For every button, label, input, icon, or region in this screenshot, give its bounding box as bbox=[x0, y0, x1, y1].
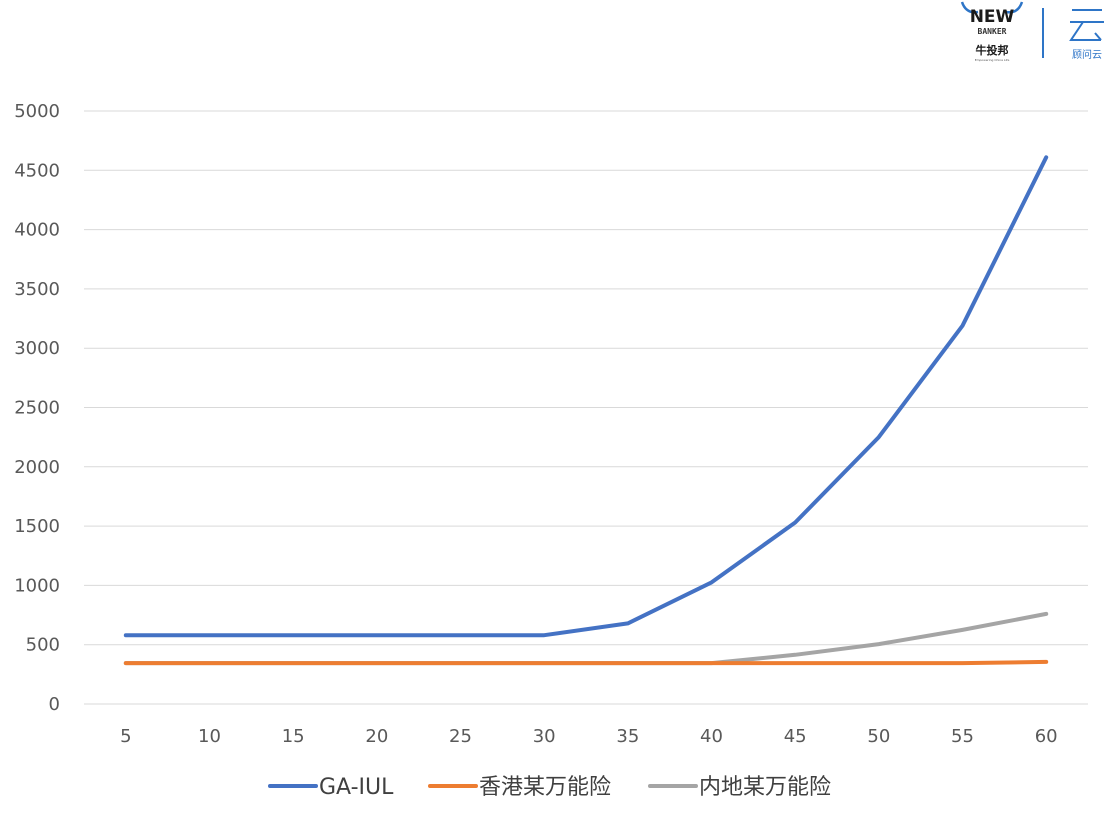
series-line bbox=[123, 611, 1049, 666]
logo-cloud-text: 顾问云 bbox=[1072, 48, 1102, 61]
legend: GA-IUL 香港某万能险 内地某万能险 bbox=[268, 775, 831, 800]
x-tick-label: 50 bbox=[867, 726, 890, 747]
x-tick-label: 40 bbox=[700, 726, 723, 747]
y-tick-label: 1500 bbox=[14, 516, 60, 537]
legend-label: 内地某万能险 bbox=[699, 775, 831, 800]
y-tick-label: 500 bbox=[26, 635, 60, 656]
y-tick-label: 2500 bbox=[14, 398, 60, 419]
x-tick-label: 30 bbox=[533, 726, 556, 747]
legend-label: 香港某万能险 bbox=[479, 775, 611, 800]
y-tick-label: 3000 bbox=[14, 338, 60, 359]
y-tick-label: 3500 bbox=[14, 279, 60, 300]
x-tick-label: 55 bbox=[951, 726, 974, 747]
logo-tagline: Empowering China Life bbox=[975, 58, 1010, 62]
logo-new-text: NEW bbox=[970, 7, 1015, 27]
x-tick-label: 5 bbox=[120, 726, 131, 747]
x-tick-label: 60 bbox=[1035, 726, 1058, 747]
x-tick-label: 25 bbox=[449, 726, 472, 747]
gridlines bbox=[84, 110, 1088, 705]
y-tick-label: 2000 bbox=[14, 457, 60, 478]
logo-chinese-text: 牛投邦 bbox=[976, 43, 1009, 57]
y-tick-label: 1000 bbox=[14, 575, 60, 596]
x-tick-label: 15 bbox=[282, 726, 305, 747]
x-tick-label: 20 bbox=[365, 726, 388, 747]
series-lines bbox=[123, 155, 1049, 666]
y-tick-label: 4000 bbox=[14, 220, 60, 241]
x-tick-label: 10 bbox=[198, 726, 221, 747]
y-axis: 0 500 1000 1500 2000 2500 3000 3500 4000 4500 5000 bbox=[14, 101, 60, 715]
x-axis: 5 10 15 20 25 30 35 40 45 50 55 60 bbox=[120, 726, 1058, 747]
series-line bbox=[123, 659, 1049, 666]
newbanker-logo: NEW BANKER 牛投邦 Empowering China Life bbox=[960, 1, 1024, 62]
x-tick-label: 35 bbox=[616, 726, 639, 747]
y-tick-label: 0 bbox=[49, 694, 60, 715]
guwenyun-logo: 顾问云 bbox=[1069, 9, 1104, 61]
legend-label: GA-IUL bbox=[319, 775, 394, 800]
y-tick-label: 5000 bbox=[14, 101, 60, 122]
cloud-logo-icon bbox=[1069, 9, 1104, 41]
y-tick-label: 4500 bbox=[14, 160, 60, 181]
series-line bbox=[123, 155, 1049, 638]
logo-banker-text: BANKER bbox=[978, 27, 1007, 36]
x-tick-label: 45 bbox=[784, 726, 807, 747]
horns-icon bbox=[960, 1, 1024, 14]
